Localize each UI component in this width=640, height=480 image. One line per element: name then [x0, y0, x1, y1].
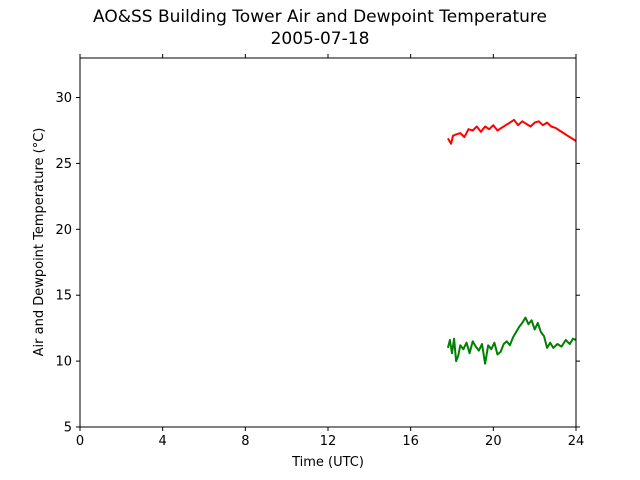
y-tick-label: 25 — [55, 157, 72, 172]
chart-title-block: AO&SS Building Tower Air and Dewpoint Te… — [0, 6, 640, 50]
series-line-1 — [446, 316, 577, 365]
y-tick-label: 15 — [55, 289, 72, 304]
x-tick-label: 24 — [568, 434, 585, 449]
y-axis: 5 10 15 20 25 30 — [55, 91, 580, 436]
x-axis-label: Time (UTC) — [291, 455, 364, 470]
x-tick-label: 4 — [159, 434, 167, 449]
y-axis-label: Air and Dewpoint Temperature (°C) — [32, 128, 47, 357]
series-group — [446, 118, 577, 365]
x-tick-label: 12 — [320, 434, 337, 449]
y-tick-label: 10 — [55, 355, 72, 370]
y-tick-label: 20 — [55, 223, 72, 238]
series-line-0 — [447, 118, 577, 145]
y-tick-label: 30 — [55, 91, 72, 106]
chart-subtitle: 2005-07-18 — [270, 29, 370, 49]
x-tick-label: 0 — [76, 434, 84, 449]
x-tick-label: 8 — [241, 434, 249, 449]
x-tick-label: 20 — [485, 434, 502, 449]
plot-frame — [79, 57, 577, 428]
x-tick-label: 16 — [402, 434, 419, 449]
chart-title: AO&SS Building Tower Air and Dewpoint Te… — [92, 7, 547, 27]
y-tick-label: 5 — [64, 421, 72, 436]
x-axis: 0 4 8 12 16 20 24 — [76, 54, 584, 449]
